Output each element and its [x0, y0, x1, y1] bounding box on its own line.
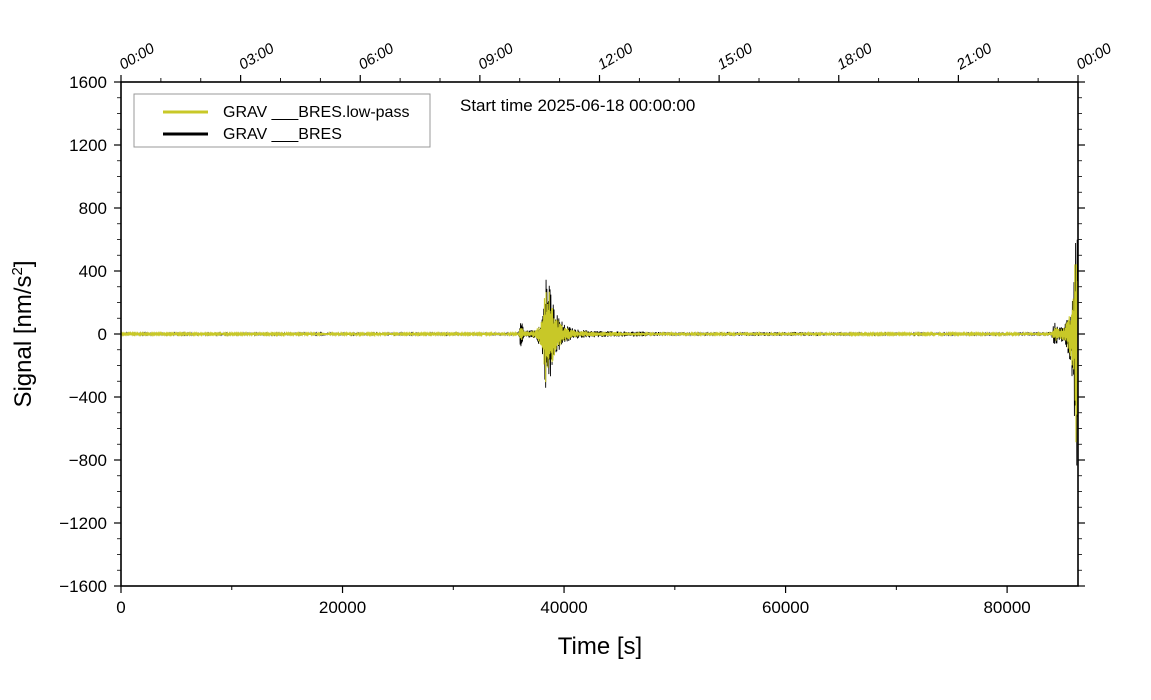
legend-label-raw: GRAV ___BRES	[223, 126, 342, 143]
top-tick-label: 03:00	[236, 40, 278, 74]
legend: GRAV ___BRES.low-pass GRAV ___BRES	[133, 93, 431, 148]
trace-low-pass	[121, 264, 1078, 443]
top-tick-label: 21:00	[953, 40, 995, 74]
tick-layer	[114, 75, 1085, 593]
y-tick-label: 800	[79, 199, 107, 218]
top-tick-label: 09:00	[475, 40, 517, 74]
x-tick-label: 80000	[983, 598, 1030, 617]
y-tick-label: −1600	[59, 577, 107, 596]
x-axis-title: Time [s]	[558, 633, 642, 660]
legend-box	[133, 93, 431, 148]
top-tick-label: 00:00	[117, 40, 159, 74]
top-tick-label: 12:00	[595, 40, 637, 74]
y-tick-label: 0	[98, 325, 107, 344]
top-tick-label: 15:00	[715, 40, 757, 74]
top-tick-label: 00:00	[1074, 40, 1116, 74]
y-tick-label: −1200	[59, 514, 107, 533]
y-tick-label: −400	[69, 388, 107, 407]
start-time-annotation: Start time 2025-06-18 00:00:00	[460, 96, 695, 115]
legend-label-low-pass: GRAV ___BRES.low-pass	[223, 104, 409, 121]
x-tick-label: 0	[116, 598, 125, 617]
x-tick-label: 40000	[540, 598, 587, 617]
trace-layer	[121, 239, 1078, 466]
x-tick-label: 20000	[319, 598, 366, 617]
x-tick-label: 60000	[762, 598, 809, 617]
trace-raw	[121, 239, 1078, 466]
top-tick-label: 18:00	[834, 40, 876, 74]
y-tick-label: 1200	[69, 136, 107, 155]
y-tick-label: 400	[79, 262, 107, 281]
y-tick-label: 1600	[69, 73, 107, 92]
y-tick-label: −800	[69, 451, 107, 470]
top-tick-label: 06:00	[356, 40, 398, 74]
y-axis-title: Signal [nm/s2]	[9, 260, 37, 407]
